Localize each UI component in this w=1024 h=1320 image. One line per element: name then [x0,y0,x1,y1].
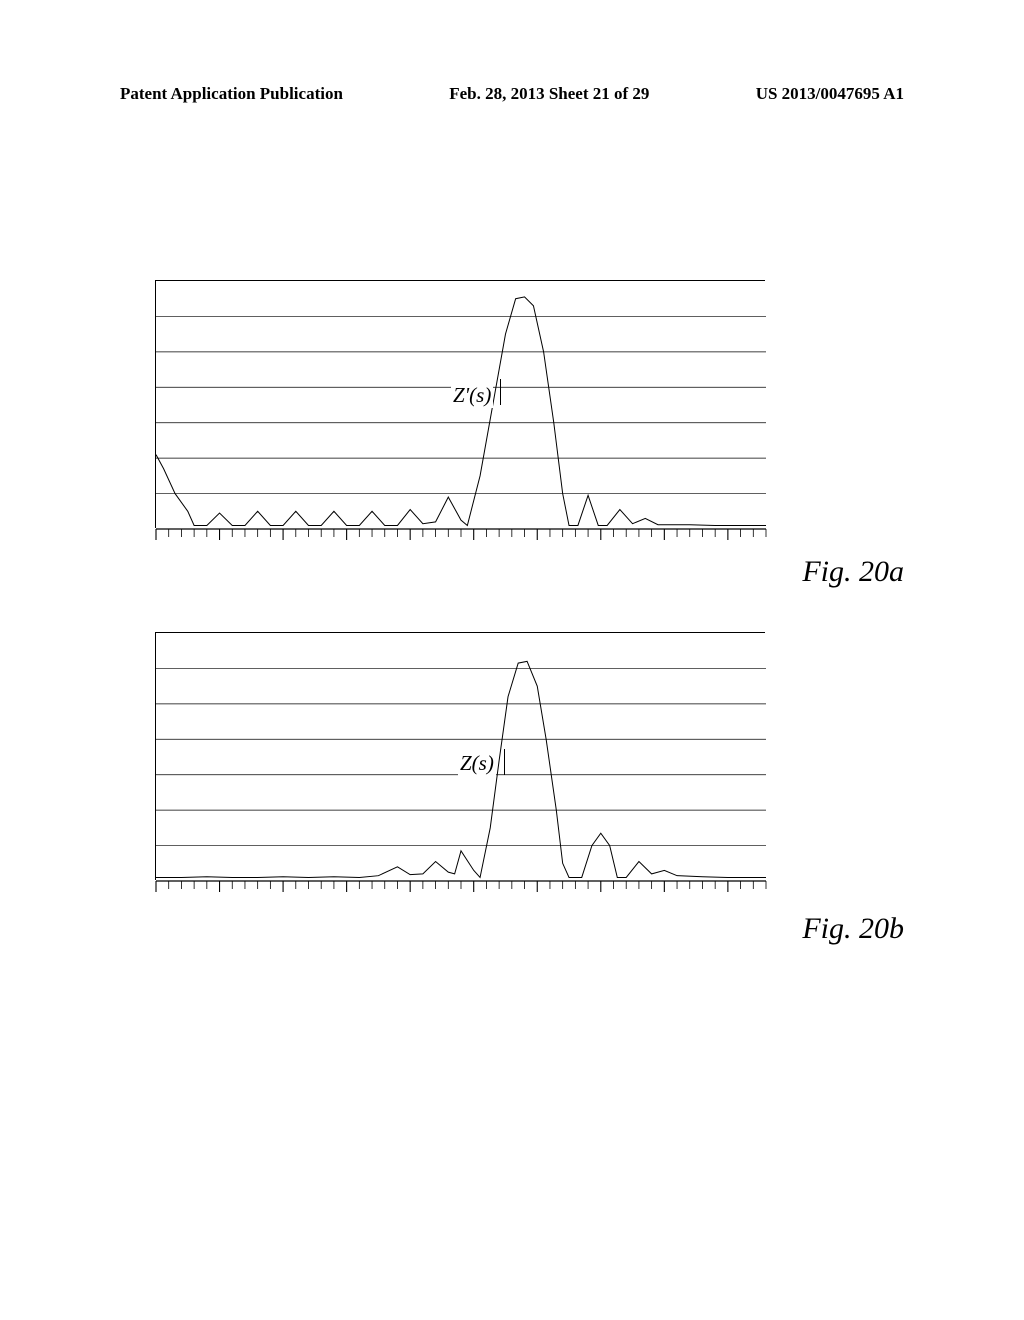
header-right: US 2013/0047695 A1 [756,84,904,104]
chart-a-container: Z'(s) [155,280,765,528]
chart-a-caption: Fig. 20a [802,555,904,589]
header-left: Patent Application Publication [120,84,343,104]
header-center: Feb. 28, 2013 Sheet 21 of 29 [449,84,649,104]
chart-a-label: Z'(s) [451,383,493,408]
chart-b-label: Z(s) [458,751,496,776]
page-header: Patent Application Publication Feb. 28, … [120,84,904,104]
chart-b-container: Z(s) [155,632,765,880]
chart-b: Z(s) [155,632,765,880]
chart-a: Z'(s) [155,280,765,528]
chart-a-label-rule [500,379,501,405]
chart-b-caption: Fig. 20b [802,912,904,946]
chart-b-label-rule [504,749,505,775]
